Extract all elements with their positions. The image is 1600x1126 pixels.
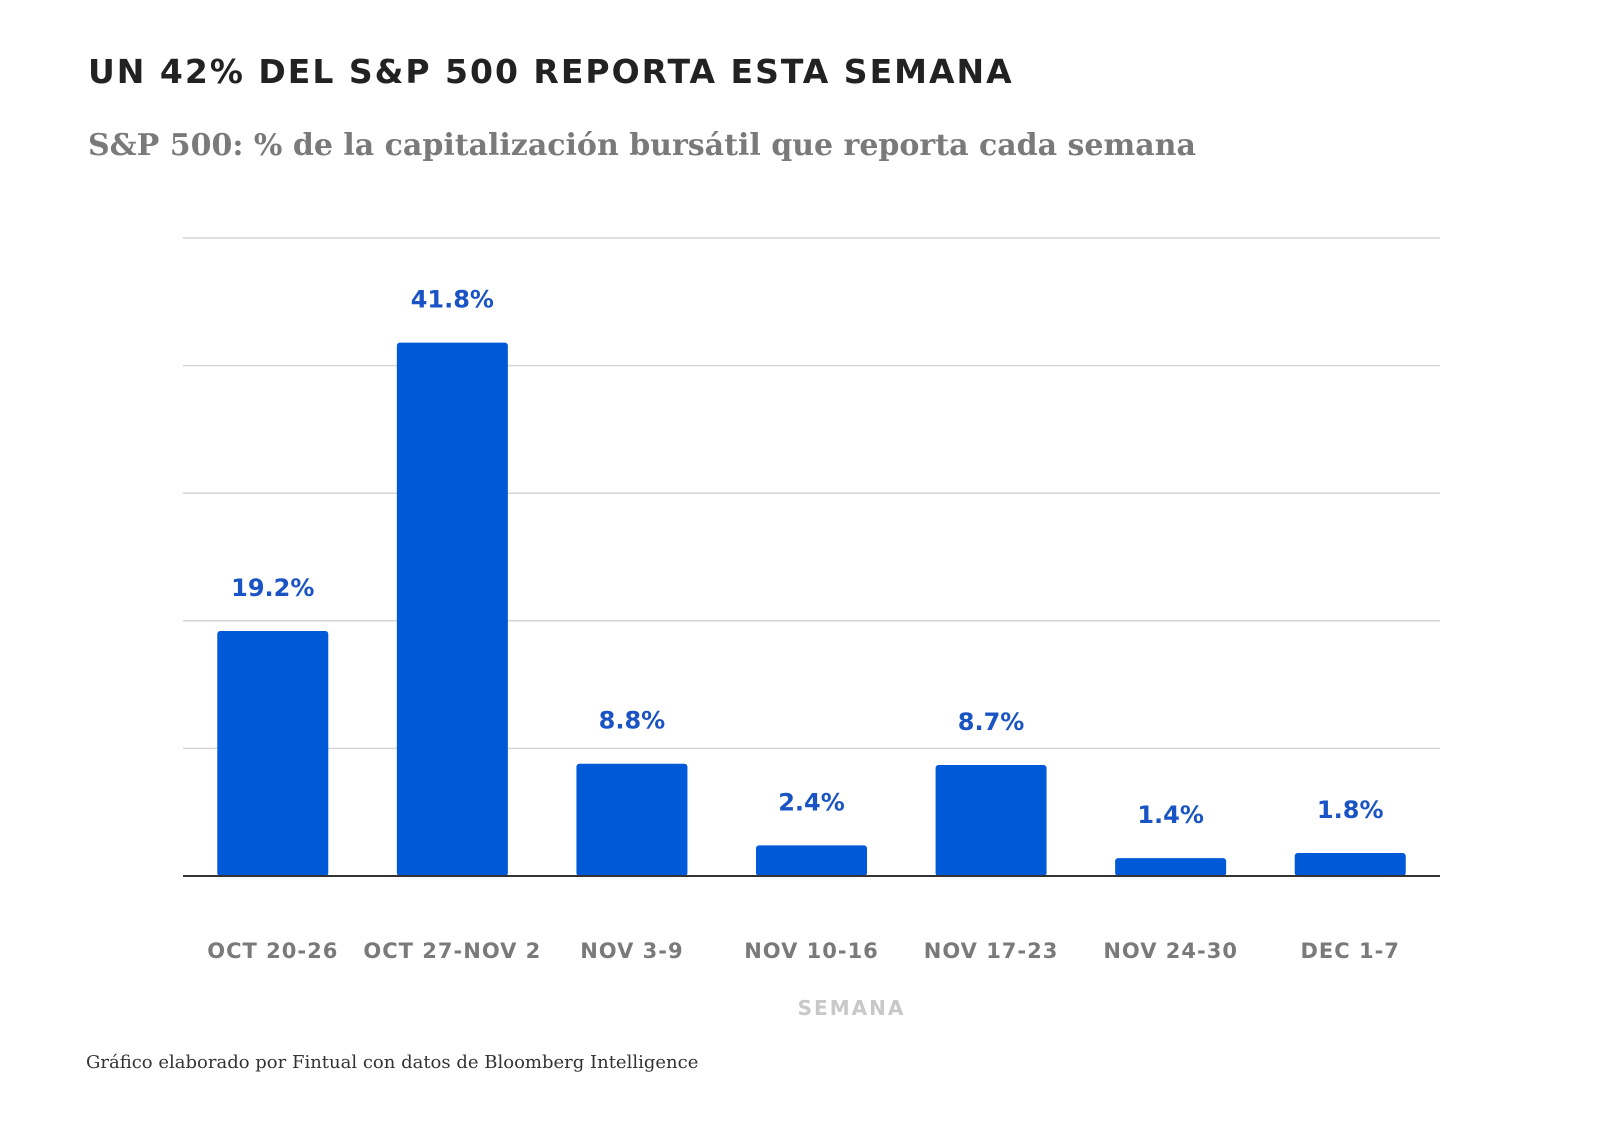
x-tick-label: NOV 10-16 <box>744 939 879 963</box>
x-tick-label: OCT 27-NOV 2 <box>363 939 541 963</box>
source-note: Gráfico elaborado por Fintual con datos … <box>86 1052 699 1073</box>
bar <box>576 763 688 876</box>
bar <box>396 342 508 877</box>
bar <box>217 631 329 876</box>
data-label: 2.4% <box>778 788 845 816</box>
bar <box>935 764 1047 876</box>
x-tick-label: NOV 24-30 <box>1103 939 1238 963</box>
x-tick-labels: OCT 20-26 OCT 27-NOV 2 NOV 3-9 NOV 10-16 NOV… <box>207 939 1399 963</box>
bars <box>217 342 1406 877</box>
x-tick-label: NOV 17-23 <box>924 939 1059 963</box>
chart-title: UN 42% DEL S&P 500 REPORTA ESTA SEMANA <box>88 52 1014 91</box>
data-label: 41.8% <box>411 286 494 314</box>
x-tick-label: NOV 3-9 <box>580 939 683 963</box>
data-label: 19.2% <box>231 574 314 602</box>
data-label: 8.8% <box>599 707 666 735</box>
data-label: 1.8% <box>1317 796 1384 824</box>
chart-subtitle: S&P 500: % de la capitalización bursátil… <box>88 128 1196 163</box>
x-tick-label: OCT 20-26 <box>207 939 338 963</box>
bar <box>1294 853 1406 876</box>
bar <box>1115 858 1227 876</box>
data-label: 1.4% <box>1137 801 1204 829</box>
bar <box>756 845 867 876</box>
data-label: 8.7% <box>958 708 1025 736</box>
grid-lines <box>183 237 1440 750</box>
data-labels: 19.2% 41.8% 8.8% 2.4% 8.7% 1.4% 1.8% <box>231 286 1383 830</box>
x-tick-label: DEC 1-7 <box>1300 939 1399 963</box>
x-axis-title: SEMANA <box>798 996 906 1020</box>
